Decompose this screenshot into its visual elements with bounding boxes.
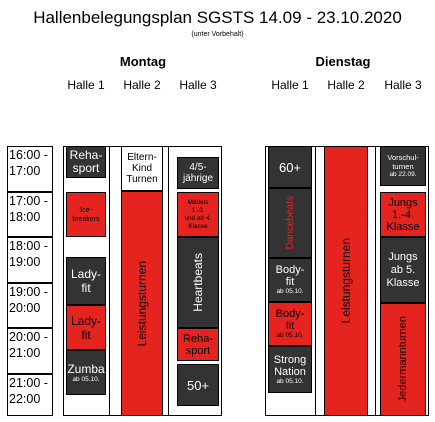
time-slot-18: 18:00 - 19:00 <box>7 237 53 283</box>
montag-h3-maedels: Mädels 1.-3. und ab 4. Klasse <box>177 192 219 237</box>
montag-h3-rehasport: Reha- sport <box>177 328 219 361</box>
dienstag-divider-2 <box>375 146 376 416</box>
dienstag-h1-strong-nation: Strong Nation ab 05.10. <box>268 346 312 393</box>
page-title: Hallenbelegungsplan SGSTS 14.09 - 23.10.… <box>33 8 402 27</box>
time-slot-21: 21:00 - 22:00 <box>7 374 53 416</box>
dienstag-h1-bodyfit-red: Body- fit ab 05.10. <box>268 302 312 346</box>
dienstag-h1-dancebeats: Dancebeats <box>268 188 312 258</box>
montag-divider-1 <box>109 146 110 416</box>
dienstag-divider-1 <box>315 146 316 416</box>
hall-heading-montag-3: Halle 3 <box>179 78 217 92</box>
montag-h1-ladyfit-red: Lady- fit <box>66 305 106 350</box>
dienstag-h3-vorschulturnen: Vorschul- turnen ab 22.09. <box>380 146 426 186</box>
montag-divider-2 <box>168 146 169 416</box>
time-slot-16: 16:00 - 17:00 <box>7 146 53 192</box>
montag-h3-4-5-jaehrige: 4/5- jährige <box>177 157 219 189</box>
time-slot-20: 20:00 - 21:00 <box>7 328 53 374</box>
hall-heading-dienstag-2: Halle 2 <box>327 78 365 92</box>
montag-h3-heartbeats: Heartbeats <box>177 237 219 328</box>
time-slot-19: 19:00 - 20:00 <box>7 283 53 328</box>
montag-h2-eltern-kind: Eltern- Kind Turnen <box>121 146 163 191</box>
dienstag-h3-jungs-1-4: Jungs 1.-4. Klasse <box>380 192 426 237</box>
day-heading-montag: Montag <box>119 54 167 69</box>
montag-h3-50plus: 50+ <box>177 364 219 406</box>
dienstag-h3-jedermannturnen: Jedermannturnen <box>380 303 426 416</box>
montag-h1-zumba: Zumba ab 05.10. <box>66 350 106 395</box>
dienstag-h1-60plus: 60+ <box>268 146 312 188</box>
dienstag-h2-leistungsturnen: Leistungsturnen <box>324 146 368 416</box>
day-heading-dienstag: Dienstag <box>315 54 371 69</box>
hall-heading-montag-2: Halle 2 <box>123 78 161 92</box>
montag-h1-ladyfit-dark: Lady- fit <box>66 257 106 305</box>
hall-heading-montag-1: Halle 1 <box>67 78 105 92</box>
dienstag-h1-bodyfit-dark: Body- fit ab 05.10. <box>268 258 312 302</box>
montag-h2-leistungsturnen: Leistungsturnen <box>121 191 163 416</box>
page-subtitle: (unter Vorbehalt) <box>191 31 244 38</box>
hall-heading-dienstag-3: Halle 3 <box>384 78 422 92</box>
dienstag-h3-jungs-ab5: Jungs ab 5. Klasse <box>380 237 426 303</box>
hall-heading-dienstag-1: Halle 1 <box>271 78 309 92</box>
time-slot-17: 17:00 - 18:00 <box>7 192 53 237</box>
montag-h1-icebreakers: Ice- breakers <box>66 192 106 237</box>
montag-h1-rehasport: Reha- sport <box>66 146 106 178</box>
